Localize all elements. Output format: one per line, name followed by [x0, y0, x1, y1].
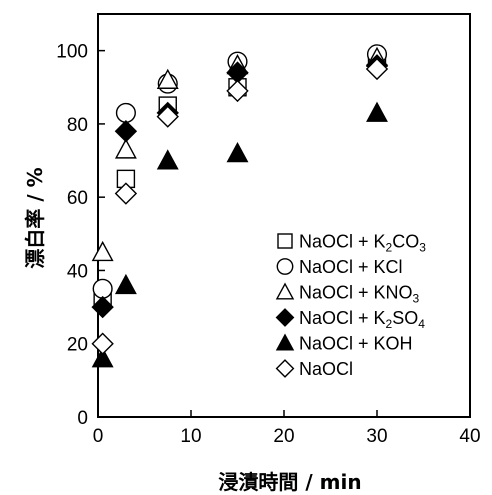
- legend-marker-square-open: [277, 233, 293, 249]
- legend-marker-triangle-filled: [275, 333, 295, 351]
- data-point-triangle-open: [114, 138, 137, 159]
- y-tick-label: 0: [77, 408, 88, 429]
- data-point-diamond-open: [114, 182, 138, 205]
- legend-label: NaOCl + KNO3: [299, 283, 420, 306]
- x-axis-title: 浸漬時間 / min: [218, 470, 361, 494]
- legend-marker-circle-open: [276, 258, 294, 275]
- data-point-diamond-open: [156, 105, 179, 128]
- legend-label: NaOCl + KCl: [299, 257, 403, 277]
- data-point-diamond-open: [365, 57, 389, 81]
- data-point-triangle-open: [156, 68, 179, 89]
- legend-label: NaOCl: [299, 359, 353, 379]
- legend-label: NaOCl + K2SO4: [299, 308, 425, 331]
- data-point-triangle-filled: [156, 149, 179, 170]
- x-axis-ticks: 0 10 20 30 40: [93, 410, 481, 447]
- data-point-circle-open: [115, 102, 136, 123]
- y-tick-label: 40: [67, 261, 88, 282]
- y-tick-label: 80: [67, 115, 88, 136]
- data-point-triangle-filled: [114, 273, 137, 295]
- y-tick-label: 60: [67, 188, 88, 209]
- data-point-diamond-open: [226, 79, 249, 103]
- legend-marker-diamond-open: [275, 359, 295, 378]
- data-point-triangle-filled: [226, 141, 249, 163]
- data-point-diamond-open: [91, 332, 114, 355]
- data-point-triangle-filled: [366, 101, 388, 122]
- data-point-circle-open: [92, 278, 113, 299]
- y-tick-label: 20: [67, 335, 88, 356]
- x-tick-label: 10: [180, 426, 201, 447]
- x-tick-label: 0: [93, 426, 104, 447]
- x-tick-label: 20: [273, 426, 294, 447]
- legend-label: NaOCl + K2CO3: [299, 232, 426, 255]
- data-point-triangle-filled: [91, 347, 114, 368]
- plot-frame: [97, 13, 471, 418]
- x-tick-label: 40: [459, 426, 480, 447]
- y-axis-ticks: 0 20 40 60 80 100: [56, 42, 105, 429]
- y-axis-title: 漂白率 / %: [23, 167, 47, 268]
- data-point-diamond-filled: [114, 120, 138, 143]
- legend-marker-diamond-filled: [275, 308, 295, 327]
- legend-label: NaOCl + KOH: [299, 334, 413, 354]
- data-point-triangle-open: [91, 240, 114, 262]
- y-tick-label: 100: [56, 42, 88, 63]
- legend-marker-triangle-open: [275, 282, 295, 300]
- data-point-diamond-filled: [91, 295, 114, 319]
- data-markers: [91, 44, 389, 368]
- x-tick-label: 30: [366, 426, 387, 447]
